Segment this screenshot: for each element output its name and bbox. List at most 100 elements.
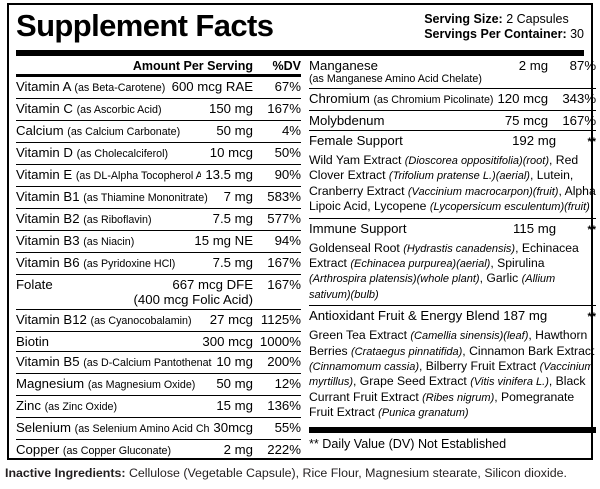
nutrient-amount: 667 mcg DFE [172,277,253,292]
nutrient-dv: 222% [267,442,301,457]
inactive-ingredients-label: Inactive Ingredients: [5,466,126,480]
nutrient-dv: 90% [274,167,301,182]
nutrient-name: Vitamin E (as DL-Alpha Tocopherol Acetat… [16,167,202,182]
nutrient-name: Vitamin A (as Beta-Carotene) [16,79,166,94]
nutrient-row: Vitamin D (as Cholecalciferol) 10 mcg 50% [16,142,301,164]
nutrient-amount: 10 mcg [209,145,253,160]
nutrient-amount: 7 mg [223,189,253,204]
nutrition-columns: Amount Per Serving %DV Vitamin A (as Bet… [16,56,597,460]
left-nutrient-column: Amount Per Serving %DV Vitamin A (as Bet… [16,56,301,460]
nutrient-row: Chromium (as Chromium Picolinate) 120 mcg… [309,88,597,110]
left-nutrient-rows: Vitamin A (as Beta-Carotene) 600 mcg RAE 6… [16,77,301,461]
nutrient-amount: 300 mcg [202,334,253,349]
nutrient-row: Folate 667 mcg DFE 167% (400 mcg Folic Acid… [16,274,301,309]
nutrient-row: Vitamin A (as Beta-Carotene) 600 mcg RAE 6… [16,77,301,98]
header-divider-rule [16,50,584,56]
right-nutrient-column: Manganese 2 mg 87% (as Manganese Amino Acid… [309,56,597,460]
nutrient-name: Folate [16,277,53,292]
amount-per-serving-header: Amount Per Serving [132,59,253,73]
nutrient-row: Molybdenum 75 mcg 167% [309,110,597,130]
proprietary-blends: Female Support 192 mg ** Wild Yam Extract (… [309,130,597,424]
nutrient-row: Vitamin E (as DL-Alpha Tocopherol Acetat… [16,164,301,186]
nutrient-dv: 167% [267,277,301,292]
dv-header: %DV [272,59,301,73]
label-header: Supplement Facts Serving Size: 2 Capsule… [16,9,584,49]
nutrient-name: Vitamin C (as Ascorbic Acid) [16,101,162,116]
serving-size-line: Serving Size: 2 Capsules [424,12,584,27]
blend-dv: ** [587,311,597,324]
blend-ingredients: Wild Yam Extract (Dioscorea oppositifoli… [309,153,596,214]
nutrient-amount: 10 mg [216,354,253,369]
nutrient-amount: 27 mcg [209,312,253,327]
nutrient-name: Vitamin B2 (as Riboflavin) [16,211,152,226]
nutrient-name: Zinc (as Zinc Oxide) [16,398,118,413]
nutrient-name: Magnesium (as Magnesium Oxide) [16,376,196,391]
serving-size-label: Serving Size: [424,12,503,26]
inactive-ingredients-text: Cellulose (Vegetable Capsule), Rice Flou… [125,466,567,480]
nutrient-name: Copper (as Copper Gluconate) [16,442,172,457]
nutrient-dv: 343% [562,91,597,106]
nutrient-amount: 75 mcg [504,113,549,128]
right-nutrient-rows: Manganese 2 mg 87% (as Manganese Amino Acid… [309,56,597,130]
serving-size-value: 2 Capsules [506,12,569,26]
nutrient-name: Vitamin B12 (as Cyanocobalamin) [16,312,192,327]
nutrient-dv: 87% [569,58,597,73]
nutrient-dv: 167% [267,101,301,116]
nutrient-amount: 600 mcg RAE [171,79,253,94]
page-title: Supplement Facts [16,8,274,43]
nutrient-dv: 136% [267,398,301,413]
column-headers: Amount Per Serving %DV [16,56,301,74]
supplement-facts-panel: Supplement Facts Serving Size: 2 Capsule… [7,3,597,460]
blend-name: Female Support [309,133,403,148]
inactive-ingredients: Inactive Ingredients: Cellulose (Vegetab… [5,466,600,481]
nutrient-name: Selenium (as Selenium Amino Acid Chelate… [16,420,210,435]
nutrient-amount: 7.5 mg [212,211,253,226]
nutrient-row: Selenium (as Selenium Amino Acid Chelate… [16,417,301,439]
nutrient-amount: 30mcg [213,420,253,435]
nutrient-row: Vitamin B1 (as Thiamine Mononitrate) 7 mg… [16,186,301,208]
nutrient-amount: 13.5 mg [205,167,253,182]
nutrient-amount: 2 mg [223,442,253,457]
nutrient-row: Vitamin B12 (as Cyanocobalamin) 27 mcg 112… [16,309,301,331]
nutrient-amount: 150 mg [209,101,253,116]
nutrient-amount: 15 mg NE [194,233,253,248]
nutrient-amount: 50 mg [216,376,253,391]
nutrient-amount: 2 mg [518,58,549,73]
servings-per-container-line: Servings Per Container: 30 [424,27,584,42]
blend-amount: 192 mg [512,133,557,148]
nutrient-dv: 167% [267,255,301,270]
nutrient-name: Vitamin B6 (as Pyridoxine HCl) [16,255,176,270]
nutrient-amount-secondary: (400 mcg Folic Acid) [133,292,253,307]
serving-information: Serving Size: 2 Capsules Servings Per Co… [424,9,584,42]
column-header-rule [16,74,301,77]
blend-ingredients: Goldenseal Root (Hydrastis canadensis), … [309,240,579,301]
nutrient-dv: 1125% [260,312,301,327]
nutrient-amount: 50 mg [216,123,253,138]
blend-header: Female Support 192 mg ** [309,130,597,152]
blend-name: Immune Support [309,220,407,236]
blend-name: Antioxidant Fruit & Energy Blend 187 mg [309,308,548,324]
nutrient-row: Vitamin B5 (as D-Calcium Pantothenate) 10… [16,351,301,373]
nutrient-dv: 200% [267,354,301,369]
nutrient-name: Vitamin D (as Cholecalciferol) [16,145,169,160]
nutrient-name: Vitamin B5 (as D-Calcium Pantothenate) [16,354,213,369]
nutrient-dv: 12% [274,376,301,391]
footnote-divider-rule [309,426,597,433]
nutrient-dv: 67% [274,79,301,94]
servings-per-container-label: Servings Per Container: [424,27,567,41]
nutrient-name: Biotin [16,334,49,349]
nutrient-dv: 583% [267,189,301,204]
nutrient-name: Vitamin B1 (as Thiamine Mononitrate) [16,189,208,204]
nutrient-amount: 7.5 mg [212,255,253,270]
nutrient-row: Copper (as Copper Gluconate) 2 mg 222% [16,439,301,461]
nutrient-dv: 55% [274,420,301,435]
nutrient-name: Vitamin B3 (as Niacin) [16,233,135,248]
nutrient-amount: 120 mcg [497,91,549,106]
footnote-section: ** Daily Value (DV) Not Established [309,424,597,452]
nutrient-source: (as Manganese Amino Acid Chelate) [309,73,482,85]
blend-header: Antioxidant Fruit & Energy Blend 187 mg *… [309,305,597,327]
nutrient-row: Magnesium (as Magnesium Oxide) 50 mg 12% [16,373,301,395]
nutrient-row: Manganese 2 mg 87% (as Manganese Amino Acid… [309,56,596,88]
blend-amount: 115 mg [513,220,557,236]
nutrient-name: Chromium (as Chromium Picolinate) [309,91,494,106]
